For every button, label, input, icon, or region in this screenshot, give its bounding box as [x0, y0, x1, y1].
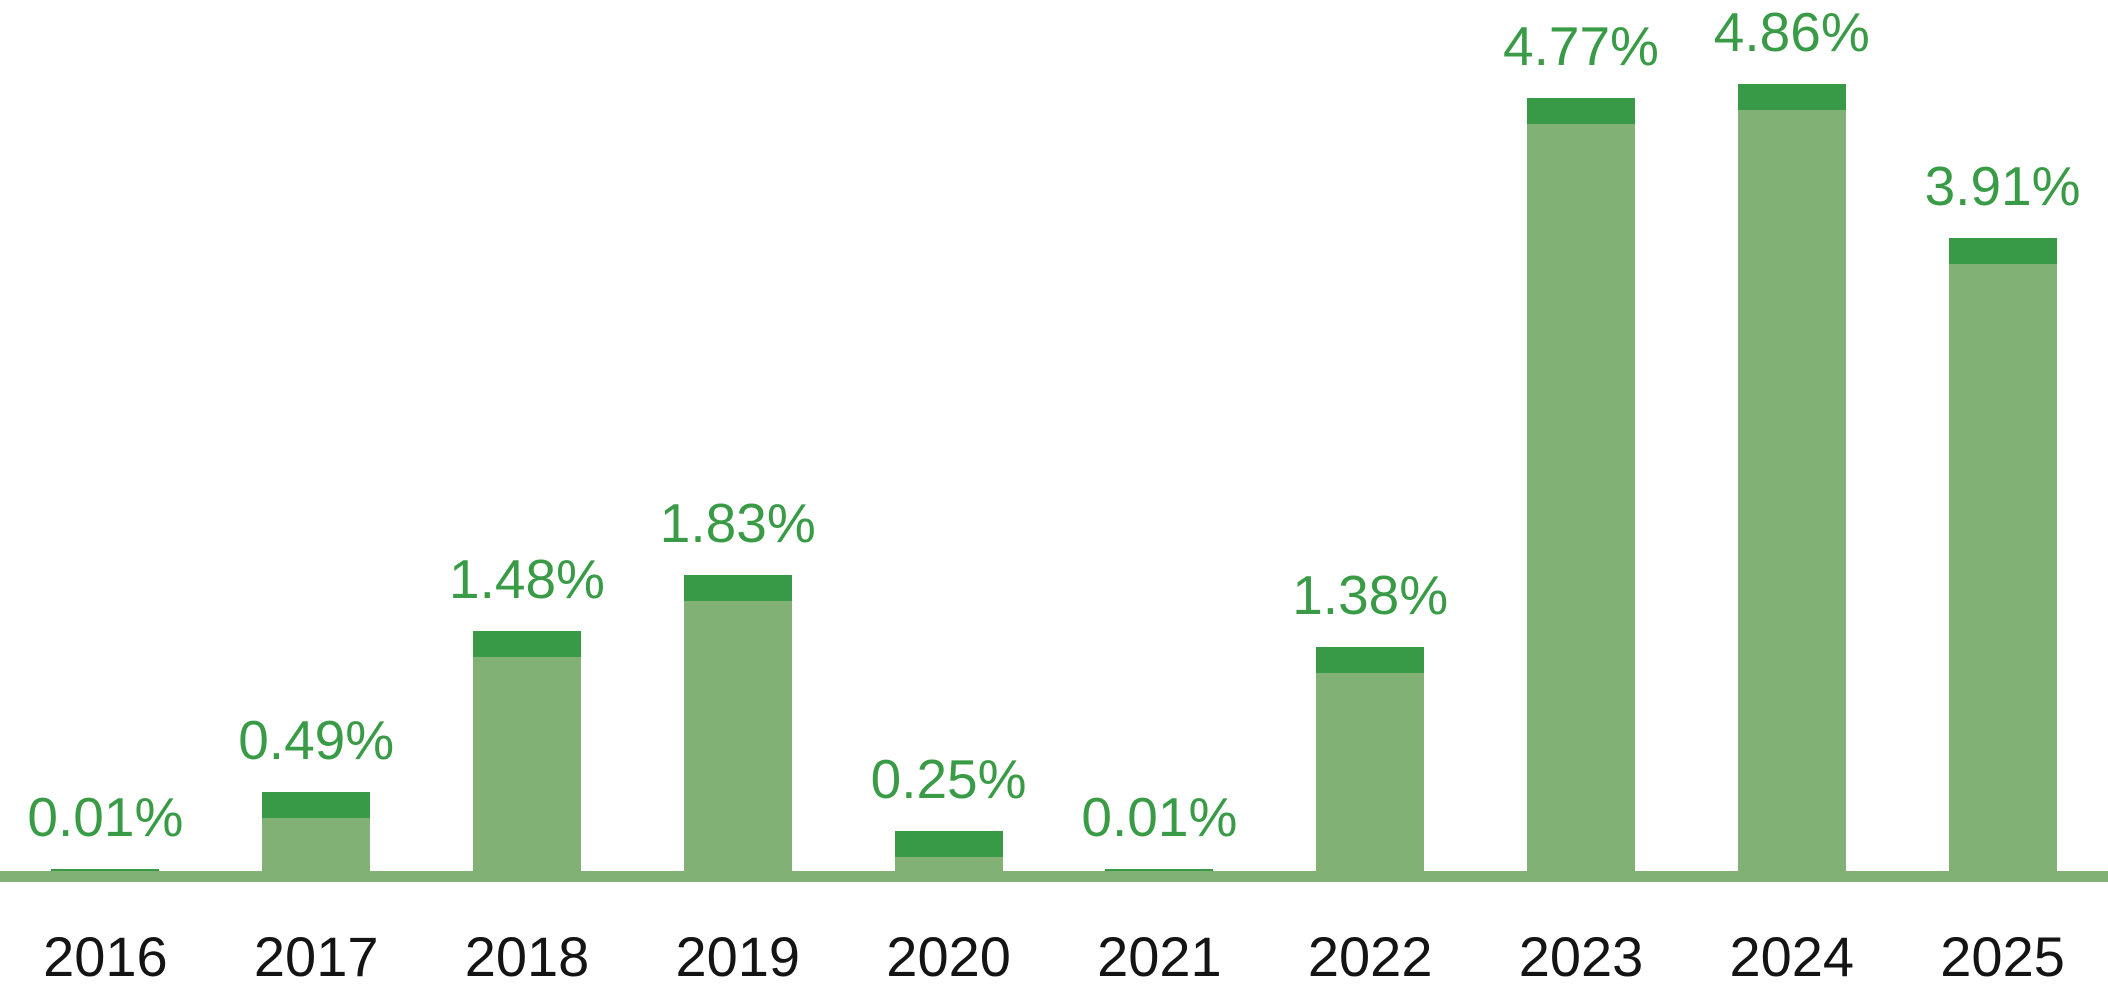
bar-cap — [894, 830, 1003, 857]
x-axis-tick-label: 2020 — [886, 925, 1011, 988]
bar-value-label: 1.38% — [1292, 564, 1449, 627]
bar-column: 4.77% — [1476, 0, 1687, 871]
bar-cap — [1737, 83, 1846, 110]
bar-value-label: 0.01% — [27, 786, 184, 849]
bar-body — [1948, 263, 2057, 871]
bar-cap — [262, 791, 371, 818]
x-axis-labels: 2016 2017 2018 2019 2020 2021 2022 2023 2024 2025 — [0, 882, 2108, 985]
bar-column: 0.49% — [211, 0, 422, 871]
bar-column: 1.83% — [632, 0, 843, 871]
bar-column: 4.86% — [1686, 0, 1897, 871]
bar — [1316, 647, 1425, 871]
bar-value-label: 0.49% — [238, 708, 395, 771]
bar-cap — [1105, 869, 1214, 871]
bar-value-label: 3.91% — [1924, 154, 2081, 217]
bar-body — [1316, 673, 1425, 871]
bar-cap — [1948, 237, 2057, 264]
bar-value-label: 4.77% — [1502, 15, 1659, 78]
bar — [683, 574, 792, 871]
x-axis-tick-label: 2016 — [43, 925, 168, 988]
bar — [472, 631, 581, 871]
bar-value-label: 0.01% — [1081, 786, 1238, 849]
bar-value-label: 1.83% — [659, 491, 816, 554]
bar-column: 1.48% — [422, 0, 633, 871]
bar-cap — [1316, 647, 1425, 674]
bar-value-label: 1.48% — [449, 548, 605, 611]
bar — [1737, 83, 1846, 871]
bar-cap — [472, 631, 581, 658]
x-axis-tick-label: 2018 — [464, 925, 590, 988]
bar-cap — [683, 574, 792, 601]
bar-column: 0.01% — [1054, 0, 1265, 871]
x-axis-tick-label: 2023 — [1518, 925, 1644, 988]
bar-column: 1.38% — [1265, 0, 1476, 871]
bar-cap — [51, 869, 160, 871]
x-axis-tick-label: 2019 — [675, 925, 801, 988]
x-axis-tick-label: 2021 — [1097, 925, 1222, 988]
plot-area: 0.01% 0.49% 1.48% 1.83% 0.25% 0.01% 1.38% 4.77%… — [0, 0, 2108, 871]
bar-body — [894, 856, 1003, 871]
x-axis-tick-label: 2017 — [253, 925, 379, 988]
bar — [51, 869, 160, 871]
x-axis-tick-label: 2022 — [1307, 925, 1433, 988]
x-axis-tick-label: 2025 — [1940, 925, 2065, 988]
bar — [262, 791, 371, 871]
bar-body — [683, 600, 792, 871]
bar-value-label: 4.86% — [1713, 0, 1870, 63]
bar — [1105, 869, 1214, 871]
bar-column: 0.25% — [843, 0, 1054, 871]
bar-cap — [1526, 98, 1635, 125]
bar — [1948, 237, 2057, 871]
bar-value-label: 0.25% — [870, 747, 1027, 810]
bar-body — [1526, 124, 1635, 871]
x-axis-tick-label: 2024 — [1729, 925, 1855, 988]
bar — [894, 830, 1003, 871]
bar-body — [262, 817, 371, 871]
x-axis-line — [0, 871, 2108, 882]
bar-body — [1737, 109, 1846, 871]
bar-column: 0.01% — [0, 0, 211, 871]
bar-body — [472, 657, 581, 871]
bar — [1526, 98, 1635, 871]
bar-column: 3.91% — [1897, 0, 2108, 871]
